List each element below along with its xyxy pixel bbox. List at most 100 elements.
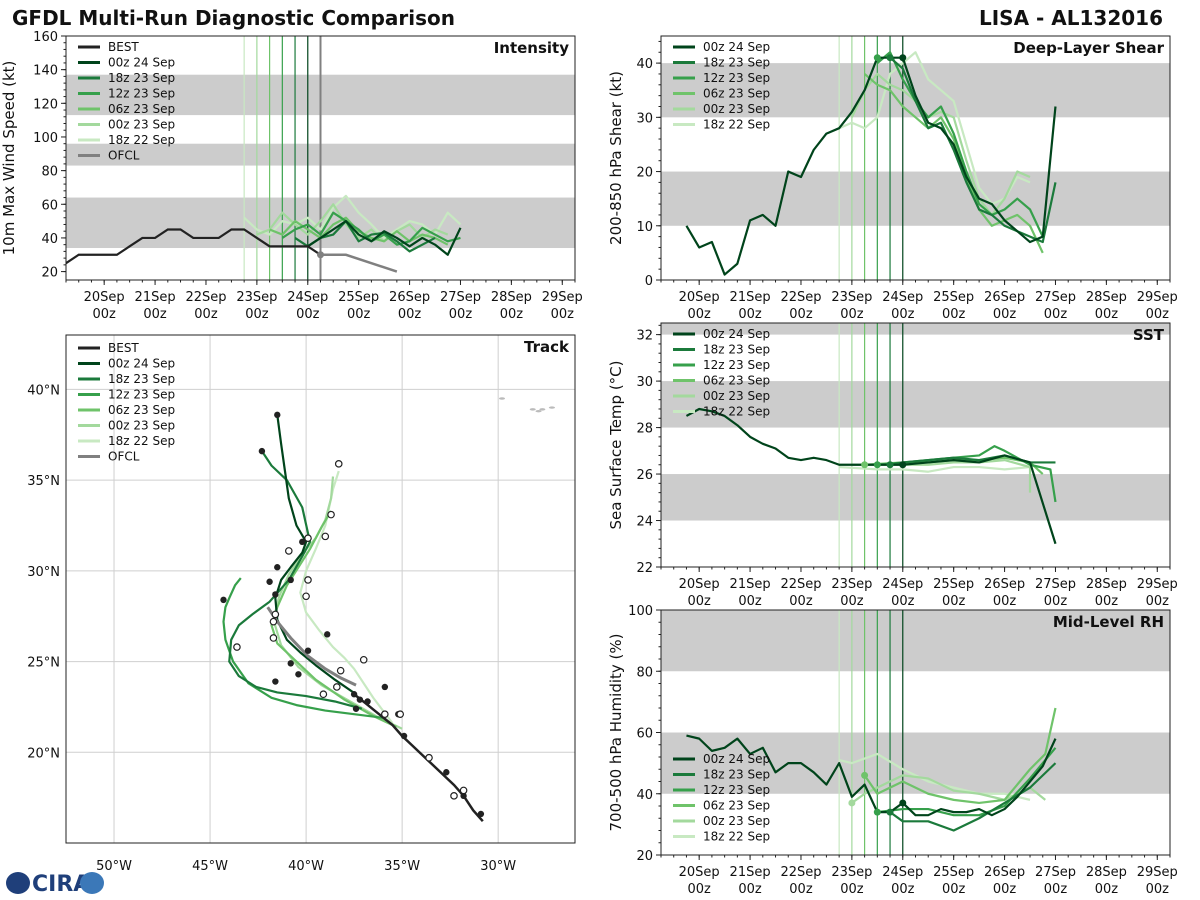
track-open-marker <box>233 643 241 651</box>
track-x-tick-label: 45°W <box>192 859 228 874</box>
track-filled-marker <box>287 660 294 667</box>
rh-panel: 20 40 60 80 100 20Sep 00z 21Sep 00z 22Sep 00z 23Sep… <box>607 604 1178 897</box>
shear-x-tick-hour: 00z <box>840 307 864 322</box>
shear-panel-title: Deep-Layer Shear <box>1013 39 1164 57</box>
track-open-marker <box>450 792 458 800</box>
intensity-x-tick-day: 20Sep <box>84 290 125 305</box>
shear-x-tick-day: 29Sep <box>1137 290 1178 305</box>
track-legend-label: 18z 22 Sep <box>108 434 175 448</box>
rh-x-tick-hour: 00z <box>738 882 762 897</box>
shear-y-tick-label: 30 <box>636 111 653 126</box>
rh-x-tick-day: 29Sep <box>1137 865 1178 880</box>
intensity-panel-title: Intensity <box>494 39 570 57</box>
track-legend-label: BEST <box>108 341 139 355</box>
sst-plot-area <box>661 323 1170 567</box>
intensity-x-tick-day: 27Sep <box>440 290 481 305</box>
rh-y-tick-label: 40 <box>636 788 653 803</box>
track-legend-label: 00z 23 Sep <box>108 419 175 433</box>
sst-series-line <box>839 465 1031 473</box>
intensity-x-tick-hour: 00z <box>92 307 116 322</box>
intensity-x-tick-hour: 00z <box>500 307 524 322</box>
track-best-marker <box>477 810 485 818</box>
intensity-plot-area <box>66 36 575 280</box>
rh-y-tick-label: 20 <box>636 849 653 864</box>
rh-x-tick-day: 23Sep <box>831 865 872 880</box>
intensity-y-tick-label: 140 <box>33 64 58 79</box>
track-y-tick-label: 30°N <box>27 565 60 580</box>
track-filled-marker <box>266 578 273 585</box>
track-filled-marker <box>274 411 281 419</box>
rh-y-tick-label: 80 <box>636 665 653 680</box>
sst-band <box>661 323 1170 335</box>
rh-x-tick-hour: 00z <box>1095 882 1119 897</box>
sst-legend-label: 00z 23 Sep <box>703 389 770 403</box>
shear-series-line <box>889 56 1057 244</box>
shear-data-marker <box>873 54 881 62</box>
rh-series-line <box>863 707 1057 805</box>
track-open-marker <box>336 666 345 675</box>
track-open-marker <box>334 460 343 468</box>
shear-band <box>661 171 1170 226</box>
intensity-y-tick-label: 160 <box>33 30 58 45</box>
shear-series-line <box>838 51 1031 206</box>
rh-x-tick-hour: 00z <box>1044 882 1068 897</box>
track-best-marker <box>443 769 450 776</box>
shear-series-line <box>850 72 1031 217</box>
shear-legend-label: 12z 23 Sep <box>703 71 770 85</box>
intensity-x-tick-day: 22Sep <box>185 290 226 305</box>
intensity-x-tick-day: 29Sep <box>542 290 583 305</box>
rh-x-tick-hour: 00z <box>789 882 813 897</box>
track-azores-island <box>548 406 555 409</box>
track-open-marker <box>271 610 280 619</box>
track-filled-marker <box>356 696 364 703</box>
intensity-legend-label: BEST <box>108 40 139 54</box>
track-filled-marker <box>272 591 279 598</box>
track-open-marker <box>269 634 278 642</box>
track-ofcl-line <box>266 606 357 687</box>
sst-y-tick-label: 22 <box>636 561 653 576</box>
rh-legend-label: 00z 23 Sep <box>703 814 770 828</box>
track-open-marker <box>304 576 312 584</box>
rh-band <box>661 610 1170 672</box>
rh-data-marker <box>899 799 907 807</box>
track-best-marker <box>460 792 467 800</box>
shear-y-axis-label: 200-850 hPa Shear (kt) <box>607 71 625 245</box>
intensity-x-tick-hour: 00z <box>296 307 320 322</box>
sst-x-tick-day: 28Sep <box>1086 577 1127 592</box>
rh-x-tick-hour: 00z <box>891 882 915 897</box>
sst-y-tick-label: 32 <box>636 329 653 344</box>
intensity-x-tick-day: 24Sep <box>287 290 328 305</box>
intensity-legend-label: 18z 22 Sep <box>108 133 175 147</box>
rh-series-line <box>686 734 1057 817</box>
shear-x-tick-hour: 00z <box>789 307 813 322</box>
shear-x-tick-hour: 00z <box>1044 307 1068 322</box>
intensity-x-tick-day: 21Sep <box>135 290 176 305</box>
sst-y-tick-label: 24 <box>636 515 653 530</box>
track-filled-marker <box>299 538 306 546</box>
rh-legend-label: 18z 22 Sep <box>703 830 770 844</box>
sst-x-tick-hour: 00z <box>993 594 1017 609</box>
intensity-x-tick-hour: 00z <box>194 307 218 322</box>
shear-x-tick-day: 27Sep <box>1035 290 1076 305</box>
rh-y-tick-label: 100 <box>628 604 653 619</box>
sst-legend-label: 18z 22 Sep <box>703 405 770 419</box>
sst-x-tick-day: 21Sep <box>730 577 771 592</box>
track-open-marker <box>269 617 278 626</box>
intensity-series-line <box>269 216 449 246</box>
track-open-marker <box>304 534 312 543</box>
sst-y-tick-label: 26 <box>636 468 653 483</box>
rh-data-marker <box>861 771 869 779</box>
cira-logo: CIRA <box>6 872 104 897</box>
shear-x-tick-hour: 00z <box>1146 307 1170 322</box>
intensity-legend-label: 06z 23 Sep <box>108 102 175 116</box>
track-filled-marker <box>258 447 266 455</box>
shear-x-tick-day: 20Sep <box>679 290 720 305</box>
intensity-series-line <box>307 220 462 256</box>
track-open-marker <box>302 592 310 601</box>
shear-x-tick-day: 21Sep <box>730 290 771 305</box>
sst-x-tick-day: 26Sep <box>984 577 1025 592</box>
track-filled-marker <box>287 576 294 584</box>
